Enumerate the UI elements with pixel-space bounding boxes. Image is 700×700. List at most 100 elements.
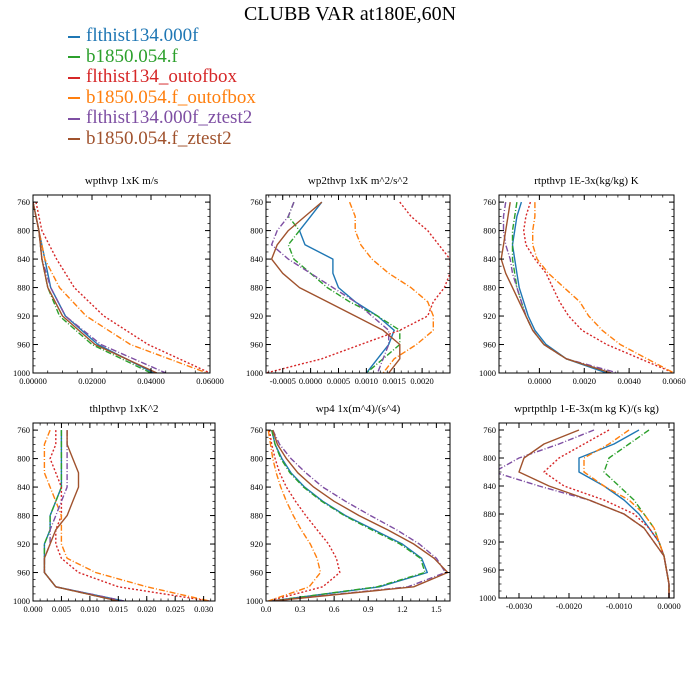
- legend-swatch: [68, 56, 80, 59]
- y-tick-label: 1000: [13, 368, 30, 378]
- x-tick-label: 0.3: [295, 604, 306, 614]
- series-line-4: [532, 202, 674, 373]
- legend-label: b1850.054.f_outofbox: [86, 86, 256, 108]
- series-line-4: [583, 429, 670, 598]
- legend-item: flthist134.000f_ztest2: [68, 107, 256, 129]
- series-line-6: [33, 201, 158, 373]
- legend-swatch: [68, 117, 80, 120]
- y-tick-label: 760: [250, 425, 263, 435]
- y-tick-label: 920: [483, 537, 496, 547]
- x-tick-label: 0.030: [194, 604, 213, 614]
- y-tick-label: 920: [250, 539, 263, 549]
- x-tick-label: 0.0060: [662, 376, 685, 386]
- series-line-2: [287, 201, 401, 373]
- x-tick-label: 0.0020: [573, 376, 596, 386]
- series-line-5: [270, 201, 390, 373]
- y-tick-label: 760: [483, 425, 496, 435]
- y-tick-label: 920: [17, 539, 30, 549]
- legend-swatch: [68, 138, 80, 141]
- y-tick-label: 840: [483, 481, 496, 491]
- panel-title: thlpthvp 1xK^2: [89, 403, 158, 415]
- legend-label: b1850.054.f_ztest2: [86, 127, 232, 149]
- plot-frame: [265, 194, 451, 374]
- chart-panel-2: wp2thvp 1xK m^2/s^2 760 800 840 880 920 960 100…: [246, 175, 451, 386]
- y-tick-label: 960: [17, 568, 30, 578]
- series-line-1: [43, 430, 125, 601]
- legend-item: b1850.054.f_outofbox: [68, 86, 256, 109]
- x-tick-label: 0.00000: [19, 376, 47, 386]
- x-tick-label: 0.010: [80, 604, 99, 614]
- series-line-3: [35, 201, 210, 373]
- series-line-3: [523, 201, 674, 373]
- x-tick-label: 0.06000: [196, 376, 224, 386]
- series-group: [266, 201, 450, 373]
- series-group: [499, 429, 670, 598]
- plot-frame: [498, 422, 675, 599]
- y-tick-label: 920: [250, 311, 263, 321]
- x-tick-label: 0.020: [137, 604, 156, 614]
- legend: flthist134.000f b1850.054.f flthist134_o…: [68, 25, 256, 150]
- y-tick-label: 760: [17, 425, 30, 435]
- x-tick-label: 0.0000: [657, 601, 680, 611]
- series-line-5: [499, 429, 670, 598]
- legend-label: b1850.054.f: [86, 45, 178, 67]
- x-tick-label: -0.0005: [270, 376, 296, 386]
- panel-title: rtpthvp 1E-3x(kg/kg) K: [534, 175, 639, 187]
- legend-label: flthist134_outofbox: [86, 66, 237, 87]
- y-tick-label: 920: [483, 311, 496, 321]
- x-tick-label: -0.0010: [606, 601, 632, 611]
- y-tick-label: 960: [483, 340, 496, 350]
- plot-frame: [32, 422, 216, 602]
- x-tick-label: 0.04000: [137, 376, 165, 386]
- y-tick-label: 880: [250, 283, 263, 293]
- y-tick-label: 760: [17, 197, 30, 207]
- series-line-5: [43, 430, 125, 601]
- x-tick-label: 0.9: [363, 604, 374, 614]
- series-line-6: [270, 201, 401, 373]
- y-tick-label: 800: [483, 226, 496, 236]
- y-tick-label: 960: [250, 340, 263, 350]
- x-tick-label: 0.015: [109, 604, 128, 614]
- x-tick-label: 0.6: [329, 604, 340, 614]
- series-line-1: [511, 201, 607, 373]
- y-tick-label: 880: [250, 511, 263, 521]
- legend-item: b1850.054.f_ztest2: [68, 127, 256, 150]
- x-tick-label: 0.025: [166, 604, 185, 614]
- y-tick-label: 760: [483, 197, 496, 207]
- series-line-5: [33, 201, 167, 373]
- x-tick-label: 0.0: [261, 604, 272, 614]
- chart-panel-6: wprtpthlp 1-E-3x(m kg K)/(s kg) 760 800 840…: [479, 403, 681, 611]
- series-group: [500, 201, 674, 373]
- panel-title: wp2thvp 1xK m^2/s^2: [308, 175, 408, 187]
- y-tick-label: 840: [17, 482, 30, 492]
- series-line-2: [271, 429, 426, 601]
- series-group: [33, 201, 210, 373]
- series-group: [267, 429, 449, 601]
- y-tick-label: 840: [250, 254, 263, 264]
- x-tick-label: -0.0030: [506, 601, 532, 611]
- x-tick-label: 0.0040: [617, 376, 640, 386]
- series-line-3: [49, 430, 210, 601]
- x-tick-label: 1.2: [397, 604, 408, 614]
- series-line-3: [268, 429, 341, 601]
- y-tick-label: 800: [17, 226, 30, 236]
- series-line-6: [518, 429, 670, 598]
- y-tick-label: 880: [17, 283, 30, 293]
- legend-item: flthist134.000f: [68, 25, 256, 47]
- y-tick-label: 800: [250, 226, 263, 236]
- x-tick-label: 0.005: [52, 604, 71, 614]
- y-tick-label: 880: [483, 509, 496, 519]
- y-tick-label: 960: [250, 568, 263, 578]
- x-tick-label: 0.0015: [383, 376, 406, 386]
- y-tick-label: 1000: [479, 593, 496, 603]
- x-tick-label: 0.0000: [299, 376, 322, 386]
- series-line-1: [271, 429, 428, 601]
- x-tick-label: 1.5: [431, 604, 442, 614]
- y-tick-label: 840: [250, 482, 263, 492]
- series-line-5: [502, 201, 619, 373]
- y-tick-label: 880: [17, 511, 30, 521]
- y-tick-label: 920: [17, 311, 30, 321]
- x-tick-label: 0.0010: [355, 376, 378, 386]
- plot-frame: [498, 194, 675, 374]
